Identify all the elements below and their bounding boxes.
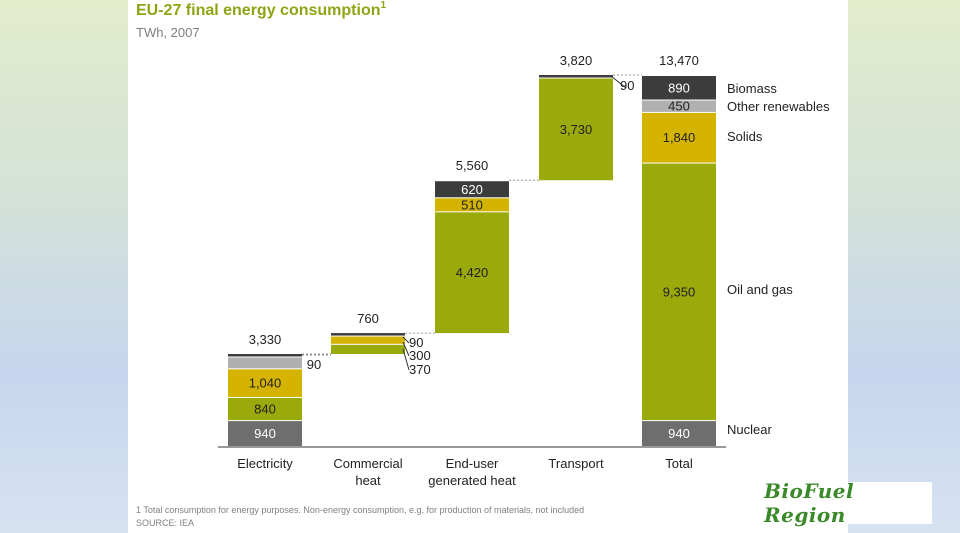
- data-label: 940: [668, 426, 690, 441]
- bar-segment-oil-and-gas-4: [642, 163, 716, 421]
- data-label: 9,350: [663, 284, 696, 299]
- chart-title: EU-27 final energy consumption1: [136, 0, 387, 19]
- data-label: 890: [668, 80, 690, 95]
- data-label: 4,420: [456, 265, 489, 280]
- bar-segment-solids-4: [642, 112, 716, 163]
- legend-label: Oil and gas: [727, 282, 793, 297]
- legend-label: Nuclear: [727, 422, 772, 437]
- bar-segment-biomass-1: [331, 333, 405, 336]
- category-label: End-user: [446, 456, 499, 471]
- bar-segment-solids-1: [331, 336, 405, 344]
- data-label: 1,840: [663, 130, 696, 145]
- legend-label: Solids: [727, 129, 763, 144]
- data-label: 510: [461, 197, 483, 212]
- bar-segment-other-renewables-4: [642, 100, 716, 112]
- legend-label: Other renewables: [727, 99, 830, 114]
- data-label: 1,040: [249, 376, 282, 391]
- bar-segment-solids-2: [435, 198, 509, 212]
- bar-segment-oil-and-gas-3: [539, 78, 613, 181]
- bar-segment-solids-0: [228, 369, 302, 397]
- data-label: 450: [668, 99, 690, 114]
- total-label: 3,820: [560, 53, 593, 68]
- callout-line: [402, 348, 410, 371]
- chart-subtitle: TWh, 2007: [136, 25, 200, 40]
- bar-segment-oil-and-gas-0: [228, 397, 302, 421]
- legend-label: Biomass: [727, 81, 777, 96]
- data-label: 840: [254, 402, 276, 417]
- data-label: 620: [461, 182, 483, 197]
- bar-segment-biomass-3: [539, 75, 613, 78]
- data-label: 370: [409, 362, 431, 377]
- total-label: 760: [357, 311, 379, 326]
- bar-segment-nuclear-0: [228, 421, 302, 446]
- callout-line: [402, 341, 410, 357]
- bar-segment-biomass-4: [642, 76, 716, 100]
- category-label: Transport: [548, 456, 604, 471]
- bar-segment-other-renewables-0: [228, 357, 302, 369]
- bar-segment-biomass-2: [435, 181, 509, 198]
- footnote: 1 Total consumption for energy purposes.…: [136, 505, 585, 515]
- category-label: Electricity: [237, 456, 293, 471]
- callout-line: [610, 75, 627, 89]
- data-label: 90: [307, 357, 321, 372]
- bar-segment-biomass-0: [228, 354, 302, 357]
- data-label: 3,730: [560, 122, 593, 137]
- category-label: generated heat: [428, 473, 516, 488]
- category-label: Commercial: [333, 456, 402, 471]
- data-label: 90: [409, 335, 423, 350]
- bar-segment-nuclear-4: [642, 421, 716, 446]
- biofuel-region-logo: BioFuel Region: [764, 479, 932, 527]
- category-label: Total: [665, 456, 693, 471]
- total-label: 13,470: [659, 53, 699, 68]
- bar-segment-oil-and-gas-2: [435, 212, 509, 334]
- category-label: heat: [355, 473, 381, 488]
- bar-segment-oil-and-gas-1: [331, 344, 405, 355]
- callout-line: [402, 336, 410, 344]
- data-label: 940: [254, 426, 276, 441]
- data-label: 300: [409, 348, 431, 363]
- total-label: 5,560: [456, 158, 489, 173]
- source-note: SOURCE: IEA: [136, 518, 195, 528]
- data-label: 90: [620, 78, 634, 93]
- total-label: 3,330: [249, 332, 282, 347]
